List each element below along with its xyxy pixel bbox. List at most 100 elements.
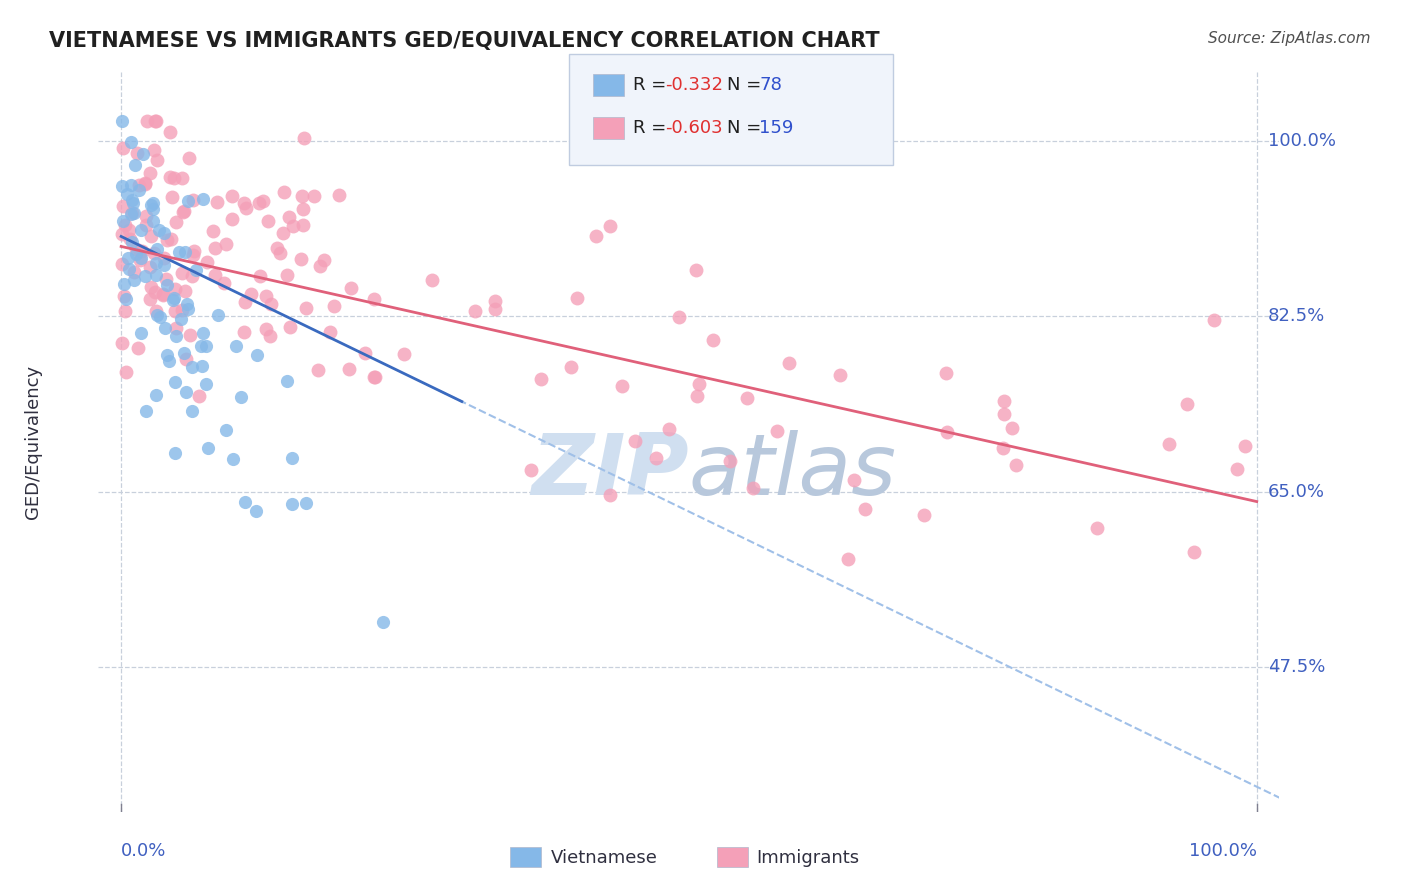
Point (174, 351, 197, 366)
Point (269, 246, 291, 260)
Point (599, 219, 621, 233)
Point (167, 245, 190, 260)
Point (162, 190, 184, 204)
Point (169, 312, 191, 326)
Point (142, 245, 165, 260)
Point (273, 186, 295, 200)
Point (139, 279, 162, 293)
Point (266, 241, 288, 255)
Point (240, 286, 263, 301)
Point (323, 299, 346, 313)
Point (145, 308, 167, 322)
Point (170, 267, 193, 281)
Point (180, 404, 202, 418)
Point (1182, 545, 1205, 559)
Point (183, 244, 205, 258)
Text: 82.5%: 82.5% (1268, 308, 1324, 326)
Point (247, 196, 270, 211)
Point (138, 260, 160, 274)
Point (179, 151, 201, 165)
Point (153, 321, 176, 335)
Point (152, 287, 174, 301)
Point (142, 144, 165, 158)
Point (124, 158, 146, 172)
Point (177, 302, 200, 317)
Point (111, 178, 134, 193)
Point (276, 268, 298, 283)
Text: 159: 159 (759, 119, 793, 136)
Point (134, 268, 156, 283)
Point (585, 228, 607, 243)
Point (291, 218, 314, 232)
Point (165, 329, 187, 343)
Text: Vietnamese: Vietnamese (551, 849, 658, 867)
Point (174, 244, 197, 259)
Point (221, 189, 243, 203)
Point (165, 376, 187, 390)
Point (190, 359, 212, 374)
Point (170, 303, 193, 318)
Point (235, 201, 257, 215)
Point (139, 198, 162, 212)
Point (1159, 436, 1181, 450)
Point (112, 277, 135, 291)
Text: 78: 78 (759, 76, 782, 94)
Point (111, 214, 134, 228)
Point (314, 252, 336, 267)
Point (114, 303, 136, 318)
Point (163, 291, 186, 305)
Point (302, 189, 325, 203)
Point (157, 354, 180, 368)
Point (115, 292, 138, 306)
Point (233, 495, 256, 509)
Point (111, 257, 134, 271)
Text: -0.603: -0.603 (665, 119, 723, 136)
Point (215, 236, 238, 251)
Point (135, 114, 157, 128)
Point (135, 218, 157, 232)
Point (295, 301, 318, 315)
Point (624, 434, 647, 449)
Point (530, 372, 553, 386)
Point (281, 219, 304, 233)
Point (128, 253, 150, 268)
Point (201, 224, 224, 238)
Point (179, 327, 201, 342)
Point (214, 276, 236, 290)
Point (122, 265, 145, 279)
Point (246, 347, 269, 361)
Point (129, 223, 152, 237)
Point (111, 227, 134, 241)
Point (181, 193, 204, 207)
Point (290, 252, 312, 266)
Text: VIETNAMESE VS IMMIGRANTS GED/EQUIVALENCY CORRELATION CHART: VIETNAMESE VS IMMIGRANTS GED/EQUIVALENCY… (49, 31, 880, 51)
Point (610, 379, 633, 393)
Point (912, 508, 935, 522)
Point (1001, 420, 1024, 434)
Point (215, 423, 238, 437)
Point (993, 407, 1015, 421)
Point (114, 218, 136, 232)
Point (112, 289, 135, 303)
Point (165, 321, 187, 335)
Point (245, 504, 267, 518)
Point (139, 228, 162, 243)
Point (121, 235, 143, 249)
Point (935, 366, 957, 380)
Point (148, 223, 170, 237)
Text: N =: N = (727, 76, 766, 94)
Point (281, 497, 304, 511)
Point (142, 195, 165, 210)
Point (145, 255, 167, 269)
Point (254, 289, 277, 303)
Point (112, 141, 135, 155)
Point (118, 232, 141, 246)
Point (363, 293, 385, 307)
Point (232, 195, 254, 210)
Point (222, 452, 245, 467)
Point (173, 204, 195, 219)
Point (309, 259, 332, 273)
Text: N =: N = (727, 119, 766, 136)
Point (291, 189, 314, 203)
Point (205, 194, 228, 209)
